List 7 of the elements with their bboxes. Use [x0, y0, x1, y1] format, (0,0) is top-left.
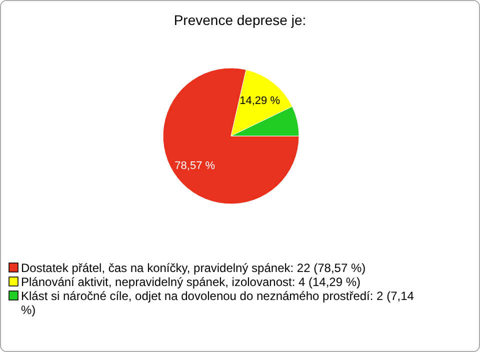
pie-slice	[162, 68, 300, 204]
data-label: 14,29 %	[240, 94, 280, 107]
legend-label: Dostatek přátel, čas na koníčky, pravidelný spánek: 22 (78,57 %)	[21, 261, 366, 275]
chart-title: Prevence deprese je:	[174, 12, 306, 28]
data-label: 78,57 %	[174, 160, 216, 172]
legend-label: Plánování aktivit, nepravidelný spánek, izolovanost: 4 (14,29 %)	[21, 275, 361, 289]
legend-label: Klást si náročné cíle, odjet na dovolenou do neznámého prostředí: 2 (7,14 %)	[21, 289, 414, 317]
